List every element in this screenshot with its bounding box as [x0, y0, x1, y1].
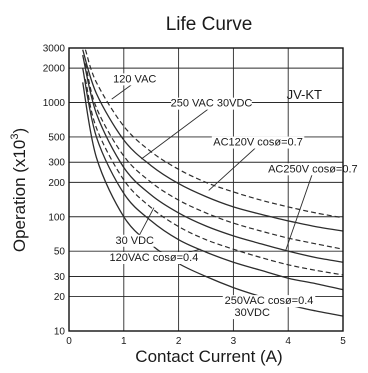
- plot-frame: [68, 47, 344, 332]
- y-tick-label: 20: [54, 292, 66, 303]
- series-line-2: [82, 49, 344, 232]
- y-tick-label: 10: [54, 327, 66, 338]
- curve-label: 120 VAC: [113, 73, 156, 85]
- chart-title: Life Curve: [166, 14, 253, 35]
- curve-label: AC250V cosø=0.7: [268, 163, 358, 175]
- y-axis-title: Operation (x103): [9, 128, 29, 252]
- label-leader-line: [208, 145, 259, 191]
- x-tick-label: 2: [176, 336, 182, 347]
- x-tick-label: 0: [66, 336, 72, 347]
- curve-label-background: [232, 307, 266, 320]
- y-tick-label: 500: [48, 132, 65, 143]
- curve-label: 30 VDC: [115, 235, 154, 247]
- curve-label: 250 VAC 30VDC: [171, 98, 253, 110]
- model-label: JV-KT: [287, 87, 322, 102]
- y-tick-label: 2000: [43, 64, 66, 75]
- y-tick-label: 100: [48, 212, 65, 223]
- x-tick-label: 4: [285, 336, 291, 347]
- curve-label: 250VAC cosø=0.4: [225, 295, 314, 307]
- y-axis-title-main: Operation (x10: [10, 140, 29, 252]
- curve-label-background: [112, 73, 158, 86]
- curves: [82, 49, 344, 317]
- y-tick-label: 1000: [43, 98, 66, 109]
- x-tick-label: 1: [121, 336, 127, 347]
- y-tick-label: 3000: [43, 44, 66, 55]
- curve-label-background: [171, 97, 252, 110]
- curve-label-background: [222, 295, 316, 308]
- curve-label: AC120V cosø=0.7: [213, 137, 303, 149]
- x-tick-label: 5: [340, 336, 346, 347]
- tick-labels: 0 1 2 3 4 5 3000 2000 1000 500 300 200 100 50 30 20 10: [43, 44, 346, 348]
- curve-label: 120VAC cosø=0.4: [110, 252, 199, 264]
- series-line-3: [84, 63, 344, 250]
- y-tick-label: 50: [54, 247, 66, 258]
- series-line-5: [84, 79, 344, 276]
- label-leader-line: [141, 106, 212, 160]
- curve-labels: 120 VAC 250 VAC 30VDC AC120V cosø=0.7 AC250…: [107, 73, 360, 320]
- curve-label-background: [115, 234, 155, 247]
- series-line-6: [82, 67, 344, 291]
- y-tick-label: 300: [48, 158, 65, 169]
- curve-label-background: [266, 163, 360, 176]
- y-axis-title-close: ): [10, 128, 29, 134]
- curve-label: 30VDC: [234, 307, 270, 319]
- y-tick-label: 30: [54, 272, 66, 283]
- x-tick-label: 3: [231, 336, 237, 347]
- curve-label-background: [211, 136, 305, 149]
- label-leader-line: [285, 172, 314, 252]
- series-line-4: [82, 54, 344, 263]
- series-line-1: [84, 49, 344, 219]
- curve-label-background: [107, 251, 201, 264]
- x-axis-title: Contact Current (A): [135, 347, 282, 366]
- y-axis-title-exponent: 3: [9, 134, 21, 140]
- y-tick-label: 200: [48, 178, 65, 189]
